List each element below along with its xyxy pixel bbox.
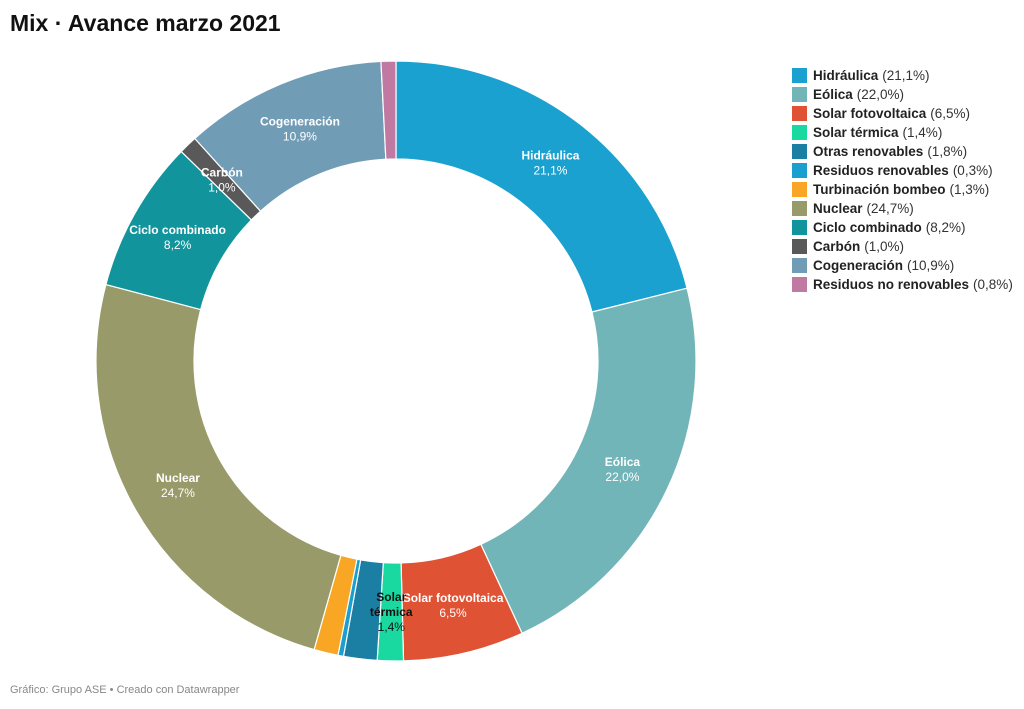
slice-label-name: Carbón [201,166,243,180]
slice-label-value: 22,0% [605,470,639,484]
legend-name: Cogeneración [813,258,904,273]
legend-swatch [792,182,807,197]
legend-swatch [792,163,807,178]
legend-name: Residuos renovables [813,163,949,178]
legend-value: (0,8%) [973,277,1013,292]
slice-label-name: Solar fotovoltaica [403,591,504,605]
legend-swatch [792,258,807,273]
legend-value: (0,3%) [952,163,993,178]
slice-label-name: térmica [370,605,413,619]
legend-value: (8,2%) [925,220,966,235]
legend: Hidráulica (21,1%) Eólica (22,0%) Solar foto… [792,66,1013,294]
legend-value: (1,8%) [927,144,968,159]
legend-name: Eólica [813,87,853,102]
legend-swatch [792,144,807,159]
legend-name: Ciclo combinado [813,220,922,235]
legend-swatch [792,220,807,235]
legend-value: (10,9%) [907,258,955,273]
slice-label-value: 21,1% [533,164,567,178]
legend-item-residuos-no-renovables: Residuos no renovables (0,8%) [792,275,1013,294]
legend-item-ciclo-combinado: Ciclo combinado (8,2%) [792,218,1013,237]
slice-label-name: Solar [376,590,406,604]
legend-item-solar-fotovoltaica: Solar fotovoltaica (6,5%) [792,104,1013,123]
legend-item-residuos-renovables: Residuos renovables (0,3%) [792,161,1013,180]
legend-item-hidraulica: Hidráulica (21,1%) [792,66,1013,85]
slice-label-value: 8,2% [164,238,192,252]
legend-name: Residuos no renovables [813,277,970,292]
legend-value: (1,0%) [864,239,905,254]
legend-swatch [792,87,807,102]
legend-item-nuclear: Nuclear (24,7%) [792,199,1013,218]
legend-value: (6,5%) [930,106,971,121]
legend-value: (21,1%) [882,68,930,83]
legend-name: Hidráulica [813,68,879,83]
legend-item-otras-renovables: Otras renovables (1,8%) [792,142,1013,161]
slice-label-name: Cogeneración [260,115,340,129]
slice-label-value: 1,4% [378,620,406,634]
legend-name: Nuclear [813,201,863,216]
legend-swatch [792,125,807,140]
legend-swatch [792,239,807,254]
slice-label-value: 10,9% [283,130,317,144]
legend-item-cogeneracion: Cogeneración (10,9%) [792,256,1013,275]
legend-value: (22,0%) [856,87,905,102]
legend-name: Otras renovables [813,144,924,159]
legend-value: (24,7%) [866,201,914,216]
slice-label-name: Hidráulica [521,149,579,163]
legend-swatch [792,277,807,292]
legend-name: Turbinación bombeo [813,182,946,197]
legend-item-turbinacion-bombeo: Turbinación bombeo (1,3%) [792,180,1013,199]
slice-eolica [480,287,697,635]
legend-item-eolica: Eólica (22,0%) [792,85,1013,104]
legend-item-solar-termica: Solar térmica (1,4%) [792,123,1013,142]
legend-item-carbon: Carbón (1,0%) [792,237,1013,256]
slice-residuos-no-renovables [380,60,397,160]
source-credit: Gráfico: Grupo ASE • Creado con Datawrap… [10,684,240,696]
chart-title: Mix · Avance marzo 2021 [10,10,281,36]
legend-value: (1,4%) [902,125,943,140]
slice-label-value: 1,0% [208,181,236,195]
legend-name: Carbón [813,239,861,254]
slice-label-value: 6,5% [439,606,467,620]
slice-label-name: Nuclear [156,471,200,485]
legend-name: Solar térmica [813,125,899,140]
slice-label-name: Eólica [605,455,641,469]
slice-label-name: Ciclo combinado [129,223,226,237]
legend-name: Solar fotovoltaica [813,106,927,121]
legend-swatch [792,106,807,121]
legend-value: (1,3%) [949,182,990,197]
legend-swatch [792,201,807,216]
legend-swatch [792,68,807,83]
slice-nuclear [95,283,342,651]
slice-label-value: 24,7% [161,486,195,500]
slice-hidraulica [395,60,688,313]
